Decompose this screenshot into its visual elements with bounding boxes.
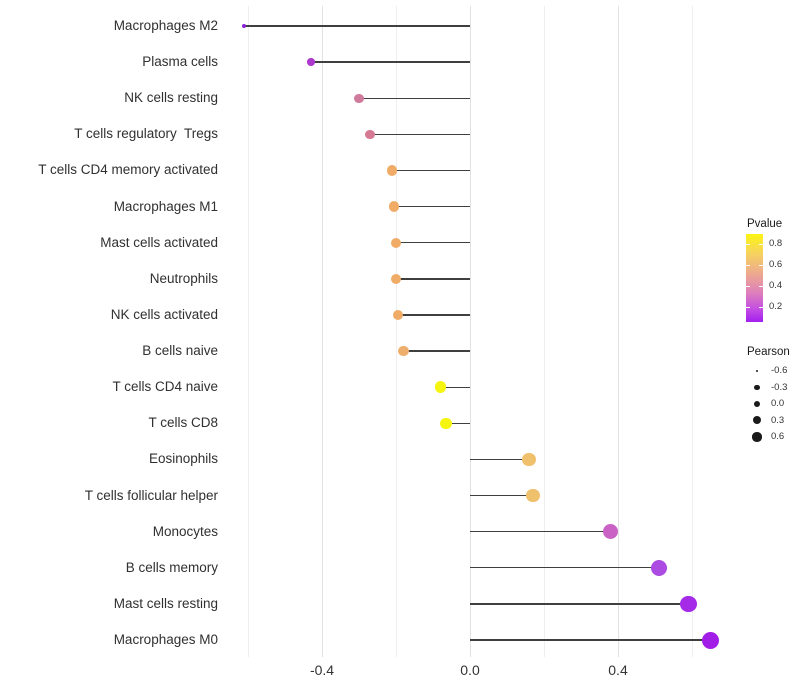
pearson-legend-label: 0.6 — [771, 431, 785, 442]
pearson-legend-dot — [752, 416, 761, 425]
data-point-dot — [650, 559, 667, 576]
data-point-dot — [398, 345, 409, 357]
x-minor-gridline — [691, 6, 693, 657]
data-point-dot — [242, 23, 247, 29]
y-axis-category-label: Macrophages M1 — [113, 198, 218, 214]
y-axis-category-label: B cells naive — [142, 343, 218, 359]
pvalue-bar-tick — [759, 264, 763, 266]
pearson-legend-label: 0.0 — [771, 398, 785, 409]
y-axis-category-label: Macrophages M2 — [113, 18, 218, 33]
pvalue-gradient-bar — [746, 234, 763, 322]
x-major-gridline — [321, 6, 323, 657]
data-point-dot — [365, 129, 375, 140]
data-point-dot — [603, 524, 619, 540]
lollipop-stick — [392, 169, 470, 172]
lollipop-stick — [310, 61, 470, 63]
pearson-legend-label: -0.6 — [771, 365, 788, 376]
x-axis-tick-label: 0.0 — [460, 662, 480, 678]
pvalue-bar-tick — [746, 243, 750, 245]
pvalue-tick-label: 0.6 — [769, 258, 783, 270]
data-point-dot — [387, 165, 398, 176]
x-minor-gridline — [247, 6, 249, 657]
lollipop-stick — [396, 278, 470, 280]
data-point-dot — [307, 58, 315, 66]
data-point-dot — [392, 309, 404, 321]
data-point-dot — [390, 237, 402, 248]
y-axis-category-label: Monocytes — [152, 523, 218, 539]
pvalue-tick-label: 0.2 — [769, 301, 783, 313]
pearson-legend-title: Pearson — [747, 346, 790, 358]
pearson-legend-label: -0.3 — [771, 381, 788, 393]
pvalue-bar-tick — [759, 307, 763, 309]
lollipop-stick — [470, 567, 659, 569]
y-axis-category-label: Neutrophils — [149, 270, 218, 286]
lollipop-stick — [397, 314, 470, 316]
data-point-dot — [390, 273, 402, 284]
x-major-gridline — [617, 6, 619, 657]
y-axis-category-label: Macrophages M0 — [113, 632, 218, 648]
pvalue-tick-label: 0.8 — [769, 237, 783, 249]
pearson-legend-dot — [754, 384, 760, 391]
pearson-legend-dot — [753, 400, 761, 408]
data-point-dot — [440, 417, 452, 430]
pvalue-tick-label: 0.4 — [769, 280, 783, 292]
data-point-dot — [522, 452, 536, 467]
pvalue-legend-title: Pvalue — [747, 218, 783, 230]
y-axis-category-label: T cells follicular helper — [84, 487, 218, 503]
data-point-dot — [354, 93, 364, 103]
lollipop-stick — [470, 639, 711, 641]
lollipop-stick — [244, 25, 470, 27]
y-axis-category-label: B cells memory — [125, 559, 218, 575]
lollipop-stick — [359, 97, 470, 99]
lollipop-stick — [445, 422, 470, 424]
data-point-dot — [679, 595, 697, 613]
lollipop-stick — [470, 603, 689, 605]
lollipop-stick — [470, 458, 530, 461]
lollipop-stick — [370, 133, 470, 136]
y-axis-category-label: T cells CD4 naive — [112, 379, 218, 395]
lollipop-stick — [440, 386, 470, 388]
y-axis-category-label: Plasma cells — [142, 54, 218, 70]
x-minor-gridline — [543, 6, 545, 657]
data-point-dot — [434, 381, 447, 393]
y-axis-category-label: NK cells resting — [124, 90, 218, 106]
pearson-legend-label: 0.3 — [771, 414, 785, 426]
lollipop-stick — [470, 494, 533, 497]
x-axis-tick-label: 0.4 — [608, 662, 628, 678]
x-minor-gridline — [395, 6, 397, 657]
data-point-dot — [702, 631, 719, 649]
y-axis-category-label: Mast cells resting — [113, 595, 218, 611]
y-axis-category-label: T cells CD8 — [148, 415, 218, 431]
pearson-legend-dot — [752, 432, 762, 442]
data-point-dot — [389, 201, 400, 212]
y-axis-category-label: NK cells activated — [110, 306, 218, 322]
x-major-gridline — [469, 6, 471, 657]
pvalue-bar-tick — [746, 264, 750, 266]
pvalue-bar-tick — [746, 307, 750, 309]
lollipop-stick — [403, 350, 470, 352]
lollipop-stick — [396, 242, 470, 244]
lollipop-stick — [470, 530, 611, 533]
y-axis-category-label: T cells regulatory Tregs — [74, 126, 218, 142]
y-axis-category-label: Mast cells activated — [100, 234, 218, 250]
x-axis-tick-label: -0.4 — [309, 662, 335, 678]
y-axis-category-label: T cells CD4 memory activated — [38, 162, 218, 178]
pearson-legend-dot — [755, 369, 759, 373]
data-point-dot — [526, 488, 540, 503]
pvalue-bar-tick — [759, 243, 763, 245]
lollipop-stick — [394, 205, 470, 208]
pvalue-bar-tick — [759, 286, 763, 288]
y-axis-category-label: Eosinophils — [148, 451, 218, 467]
pvalue-bar-tick — [746, 286, 750, 288]
